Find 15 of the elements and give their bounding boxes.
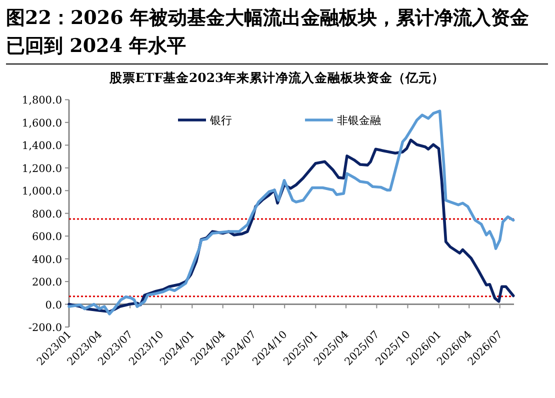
y-tick-label: -200.0 <box>28 322 62 334</box>
legend-label: 银行 <box>209 114 232 127</box>
y-tick-label: 1,200.0 <box>22 162 62 175</box>
y-tick-label: 1,400.0 <box>22 140 62 152</box>
y-tick-label: 200.0 <box>32 276 62 289</box>
y-tick-label: 600.0 <box>32 231 62 244</box>
y-tick-label: 1,000.0 <box>22 186 62 198</box>
y-tick-label: 400.0 <box>32 254 62 266</box>
title: 图22：2026 年被动基金大幅流出金融板块，累计净流入资金已回到 2024 年水平 <box>6 7 529 57</box>
y-tick-label: 0.0 <box>45 299 62 312</box>
y-tick-label: 800.0 <box>32 208 62 220</box>
subtitle: 股票ETF基金2023年来累计净流入金融板块资金（亿元） <box>109 70 445 85</box>
legend-label: 非银金融 <box>337 114 381 127</box>
y-tick-label: 1,600.0 <box>22 117 62 130</box>
y-tick-label: 1,800.0 <box>22 94 62 107</box>
